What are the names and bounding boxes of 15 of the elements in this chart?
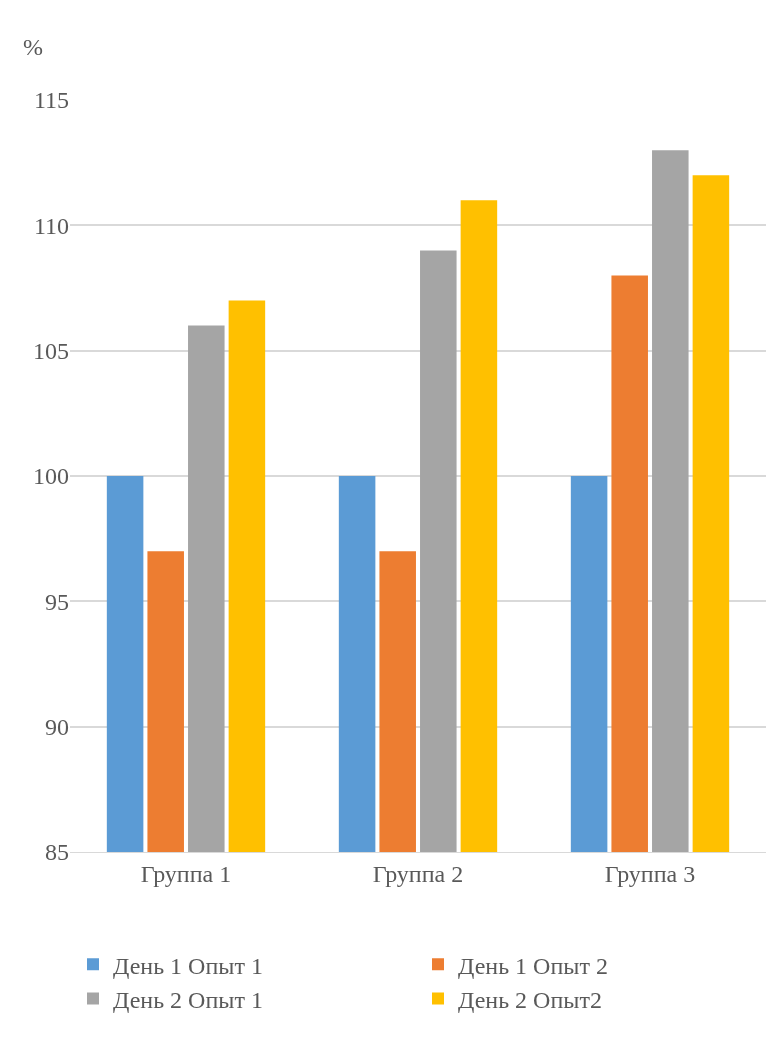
x-tick-label: Группа 1 (140, 860, 232, 887)
legend-label: День 2 Опыт2 (458, 986, 602, 1013)
x-tick-label: Группа 3 (604, 860, 696, 887)
y-tick-label: 105 (33, 338, 69, 365)
y-tick-label: 100 (33, 463, 69, 490)
x-tick-label: Группа 2 (372, 860, 464, 887)
y-tick-label: 110 (33, 212, 69, 239)
y-tick-label: 95 (45, 588, 69, 615)
legend-label: День 2 Опыт 1 (113, 986, 263, 1013)
y-axis-title: % (23, 34, 43, 60)
legend-label: День 1 Опыт 1 (113, 952, 263, 979)
y-tick-label: 90 (45, 714, 69, 741)
y-tick-label: 85 (45, 839, 69, 866)
y-tick-label: 115 (33, 87, 69, 114)
legend-label: День 1 Опыт 2 (458, 952, 608, 979)
